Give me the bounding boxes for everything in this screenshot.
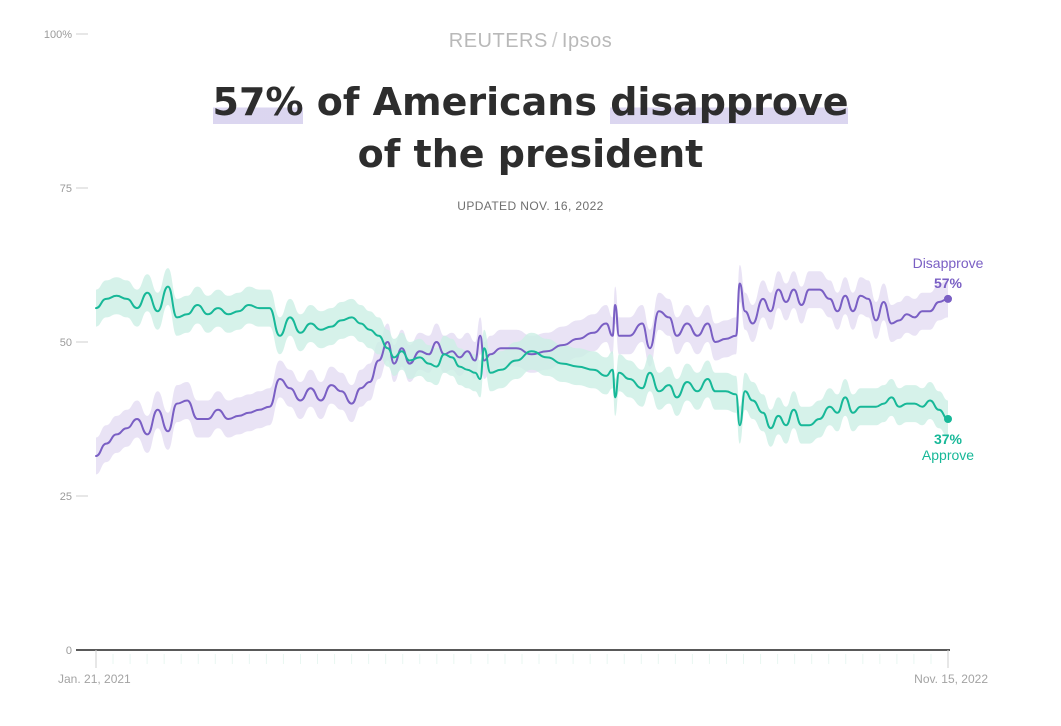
y-tick-label: 75 bbox=[60, 183, 72, 195]
approve-end-dot bbox=[944, 415, 952, 423]
updated-date: UPDATED NOV. 16, 2022 bbox=[457, 199, 604, 213]
disapprove-end-value: 57% bbox=[934, 275, 963, 291]
page-title: 57% of Americans disapprove of the presi… bbox=[0, 76, 1061, 180]
x-axis: Jan. 21, 2021 Nov. 15, 2022 bbox=[58, 649, 988, 686]
title-line-2: of the president bbox=[357, 132, 704, 176]
brand-separator: / bbox=[551, 30, 558, 52]
y-tick-label: 0 bbox=[66, 645, 72, 657]
brand-logo: REUTERS / Ipsos bbox=[0, 30, 1061, 53]
disapprove-series-line bbox=[95, 282, 949, 457]
series-lines bbox=[95, 282, 949, 457]
disapprove-end-name: Disapprove bbox=[913, 255, 984, 271]
y-tick-label: 100% bbox=[44, 29, 72, 41]
x-tick-label: Nov. 15, 2022 bbox=[914, 672, 988, 686]
disapprove-end-dot bbox=[944, 294, 952, 303]
confidence-bands bbox=[96, 265, 948, 475]
approve-end-value: 37% bbox=[934, 431, 963, 447]
title-highlight-disapprove: disapprove bbox=[610, 80, 849, 124]
x-tick-label: Jan. 21, 2021 bbox=[58, 672, 131, 686]
brand-ipsos: Ipsos bbox=[561, 30, 613, 52]
y-tick-label: 50 bbox=[60, 337, 72, 349]
disapprove-confidence-band bbox=[96, 265, 948, 475]
brand-reuters: REUTERS bbox=[448, 30, 548, 52]
approve-series-line bbox=[95, 285, 949, 430]
title-highlight-percent: 57% bbox=[212, 80, 304, 124]
title-middle: of Americans bbox=[303, 80, 611, 124]
y-tick-label: 25 bbox=[60, 491, 72, 503]
approve-end-name: Approve bbox=[922, 447, 974, 463]
